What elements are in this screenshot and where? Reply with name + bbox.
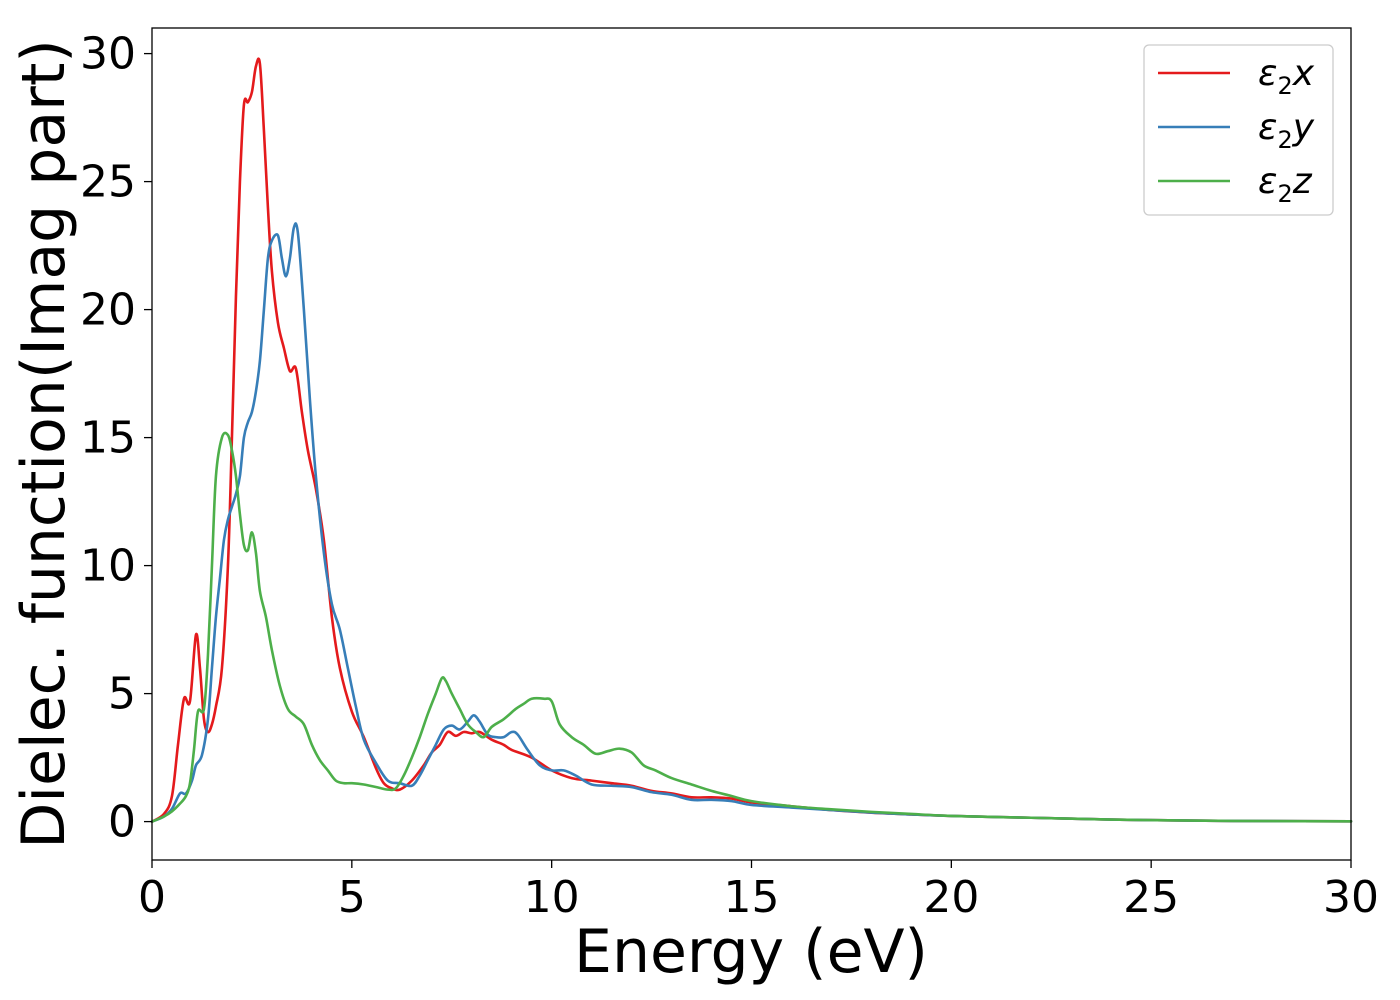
x-tick-label: 20: [923, 872, 979, 923]
legend-subscript: 2: [1277, 180, 1292, 208]
legend-label-x: ε2x: [1258, 53, 1315, 100]
y-axis-label: Dielec. function(Imag part): [9, 39, 79, 849]
x-tick-label: 25: [1123, 872, 1179, 923]
series-line-z: [150, 431, 1353, 823]
legend-symbol: ε: [1258, 107, 1277, 148]
x-tick-label: 5: [338, 872, 366, 923]
series-layer: [150, 57, 1353, 823]
legend-label-y: ε2y: [1258, 107, 1315, 154]
legend-subscript: 2: [1277, 126, 1292, 154]
legend-symbol: ε: [1258, 53, 1277, 94]
y-tick-label: 10: [80, 541, 136, 592]
y-tick-label: 20: [80, 285, 136, 336]
x-tick-label: 30: [1323, 872, 1379, 923]
y-tick-label: 0: [108, 797, 136, 848]
x-tick-label: 15: [724, 872, 780, 923]
y-tick-label: 25: [80, 157, 136, 208]
legend-box: [1143, 44, 1334, 216]
x-axis: 0 5 10 15 20 25 30: [138, 860, 1379, 923]
y-axis: 0 5 10 15 20 25 30: [80, 29, 152, 848]
y-tick-label: 5: [108, 669, 136, 720]
x-tick-label: 0: [138, 872, 166, 923]
legend-label-z: ε2z: [1258, 161, 1313, 208]
legend-component: x: [1292, 53, 1315, 94]
legend-subscript: 2: [1277, 72, 1292, 100]
y-tick-label: 15: [80, 413, 136, 464]
x-tick-label: 10: [524, 872, 580, 923]
legend-symbol: ε: [1258, 161, 1277, 202]
y-tick-label: 30: [80, 29, 136, 80]
legend-component: y: [1292, 107, 1315, 148]
x-axis-label: Energy (eV): [574, 917, 928, 987]
legend-component: z: [1292, 161, 1313, 202]
series-line-y: [150, 222, 1353, 823]
